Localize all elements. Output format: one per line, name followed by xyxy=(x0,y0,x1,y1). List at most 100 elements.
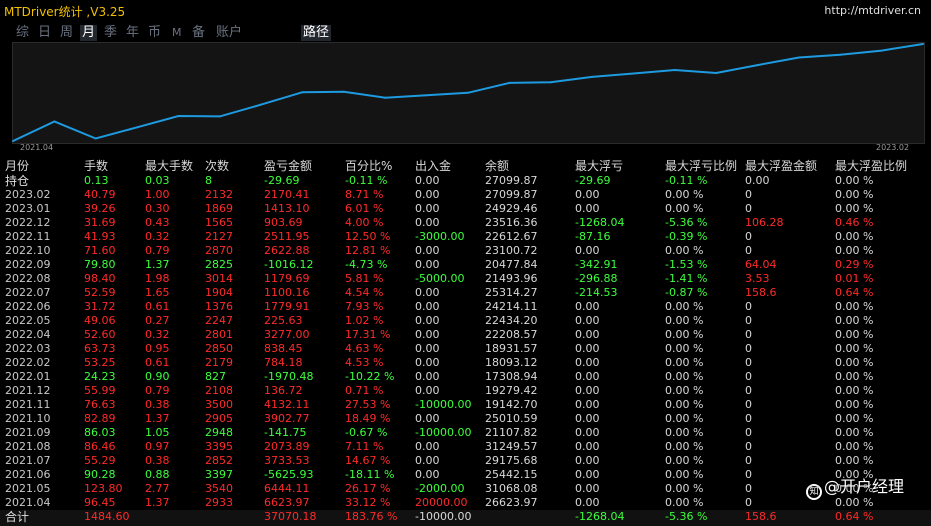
col-header-month[interactable]: 月份 xyxy=(5,159,30,173)
table-row[interactable]: 2022.12 31.69 0.43 1565 903.69 4.00 % 0.00 2351… xyxy=(0,216,931,230)
row-pl: 6623.97 xyxy=(264,496,310,509)
table-row[interactable]: 2021.12 55.99 0.79 2108 136.72 0.71 % 0.00 1927… xyxy=(0,384,931,398)
table-row[interactable]: 2021.04 96.45 1.37 2933 6623.97 33.12 % 20000.… xyxy=(0,496,931,510)
site-link[interactable]: http://mtdriver.cn xyxy=(824,4,921,17)
tab-account[interactable]: 账户 xyxy=(216,25,243,40)
equity-point-2021.05 xyxy=(53,120,56,123)
row-pct: 7.11 % xyxy=(345,440,384,453)
row-max-fp-pct: 0.00 % xyxy=(835,342,874,355)
row-month: 2022.12 xyxy=(5,216,51,229)
row-month: 2022.11 xyxy=(5,230,51,243)
col-header-pl[interactable]: 盈亏金额 xyxy=(264,159,313,173)
tab-week[interactable]: 周 xyxy=(60,25,74,40)
row-count: 2132 xyxy=(205,188,233,201)
table-row[interactable]: 2021.11 76.63 0.38 3500 4132.11 27.53 % -10000… xyxy=(0,398,931,412)
table-row[interactable]: 2022.09 79.80 1.37 2825 -1016.12 -4.73 % 0.00 2… xyxy=(0,258,931,272)
row-count: 3500 xyxy=(205,398,233,411)
table-row[interactable]: 2022.01 24.23 0.90 827 -1970.48 -10.22 % 0.00 1… xyxy=(0,370,931,384)
row-max-dd: -1268.04 xyxy=(575,216,625,229)
col-header-max-dd[interactable]: 最大浮亏 xyxy=(575,159,624,173)
row-max-dd-pct: 0.00 % xyxy=(665,202,704,215)
equity-point-2023.01 xyxy=(880,49,883,52)
table-row[interactable]: 2021.07 55.29 0.38 2852 3733.53 14.67 % 0.00 29… xyxy=(0,454,931,468)
col-header-max-fp[interactable]: 最大浮盈金额 xyxy=(745,159,818,173)
row-max-dd-pct: 0.00 % xyxy=(665,482,704,495)
col-header-max-dd-pct[interactable]: 最大浮亏比例 xyxy=(665,159,738,173)
equity-point-2021.08 xyxy=(177,115,180,117)
tab-month[interactable]: 月 xyxy=(80,25,98,41)
table-header: 月份 手数 最大手数 次数 盈亏金额 百分比% 出入金 余额 最大浮亏 最大浮亏… xyxy=(0,158,931,173)
row-lots: 55.29 xyxy=(84,454,116,467)
table-row[interactable]: 2022.03 63.73 0.95 2850 838.45 4.63 % 0.00 1893… xyxy=(0,342,931,356)
table-row[interactable]: 2021.08 86.46 0.97 3395 2073.89 7.11 % 0.00 312… xyxy=(0,440,931,454)
row-flow: 0.00 xyxy=(415,342,440,355)
row-max-fp-pct: 0.00 % xyxy=(835,328,874,341)
table-row[interactable]: 2022.05 49.06 0.27 2247 225.63 1.02 % 0.00 2243… xyxy=(0,314,931,328)
tab-m[interactable]: M xyxy=(172,26,182,39)
row-month: 2022.07 xyxy=(5,286,51,299)
row-lots: 31.72 xyxy=(84,300,116,313)
tab-currency[interactable]: 币 xyxy=(148,25,162,40)
row-max-lots: 1.37 xyxy=(145,258,170,271)
row-max-fp: 0 xyxy=(745,202,752,215)
row-month: 2022.05 xyxy=(5,314,51,327)
row-max-lots: 0.38 xyxy=(145,454,170,467)
table-row[interactable]: 2021.09 86.03 1.05 2948 -141.75 -0.67 % -10000… xyxy=(0,426,931,440)
row-flow: -2000.00 xyxy=(415,482,465,495)
row-max-fp-pct: 0.29 % xyxy=(835,258,874,271)
row-max-fp: 0 xyxy=(745,230,752,243)
table-row[interactable]: 2022.07 52.59 1.65 1904 1100.16 4.54 % 0.00 253… xyxy=(0,286,931,300)
row-max-fp: 64.04 xyxy=(745,258,777,271)
row-max-dd: -214.53 xyxy=(575,286,618,299)
table-row[interactable]: 2022.06 31.72 0.61 1376 1779.91 7.93 % 0.00 242… xyxy=(0,300,931,314)
row-pl: 2622.88 xyxy=(264,244,310,257)
row-pct: -4.73 % xyxy=(345,258,388,271)
col-header-lots[interactable]: 手数 xyxy=(84,159,109,173)
col-header-count[interactable]: 次数 xyxy=(205,159,230,173)
row-max-fp-pct: 0.46 % xyxy=(835,216,874,229)
path-button[interactable]: 路径 xyxy=(301,25,332,41)
table-row[interactable]: 2022.02 53.25 0.61 2179 784.18 4.53 % 0.00 1809… xyxy=(0,356,931,370)
row-month: 2021.12 xyxy=(5,384,51,397)
table-row[interactable]: 2022.04 52.60 0.32 2801 3277.00 17.31 % 0.00 22… xyxy=(0,328,931,342)
x-axis-end-label: 2023.02 xyxy=(876,143,910,152)
col-header-balance[interactable]: 余额 xyxy=(485,159,510,173)
row-lots: 40.79 xyxy=(84,188,116,201)
row-pl: 2073.89 xyxy=(264,440,310,453)
tab-year[interactable]: 年 xyxy=(126,25,140,40)
table-row[interactable]: 2021.10 82.89 1.37 2905 3902.77 18.49 % 0.00 25… xyxy=(0,412,931,426)
table-row[interactable]: 2022.10 71.60 0.79 2870 2622.88 12.81 % 0.00 23… xyxy=(0,244,931,258)
row-max-dd: -87.16 xyxy=(575,230,611,243)
row-lots: 41.93 xyxy=(84,230,116,243)
equity-point-2022.11 xyxy=(797,56,800,59)
table-row[interactable]: 2023.02 40.79 1.00 2132 2170.41 8.71 % 0.00 270… xyxy=(0,188,931,202)
col-header-pct[interactable]: 百分比% xyxy=(345,159,393,173)
row-balance: 18931.57 xyxy=(485,342,538,355)
row-max-fp: 0 xyxy=(745,244,752,257)
row-max-dd: 0.00 xyxy=(575,244,600,257)
col-header-max-fp-pct[interactable]: 最大浮盈比例 xyxy=(835,159,908,173)
row-lots: 53.25 xyxy=(84,356,116,369)
tab-quarter[interactable]: 季 xyxy=(104,25,118,40)
table-row[interactable]: 2023.01 39.26 0.30 1869 1413.10 6.01 % 0.00 249… xyxy=(0,202,931,216)
holding-flow: 0.00 xyxy=(415,174,440,187)
row-max-dd: 0.00 xyxy=(575,412,600,425)
row-balance: 27099.87 xyxy=(485,188,538,201)
tab-backup[interactable]: 备 xyxy=(192,25,206,40)
tab-day[interactable]: 日 xyxy=(38,25,52,40)
col-header-flow[interactable]: 出入金 xyxy=(415,159,452,173)
col-header-max-lots[interactable]: 最大手数 xyxy=(145,159,194,173)
row-pl: 136.72 xyxy=(264,384,303,397)
table-row[interactable]: 2022.11 41.93 0.32 2127 2511.95 12.50 % -3000.… xyxy=(0,230,931,244)
row-lots: 71.60 xyxy=(84,244,116,257)
tab-summary[interactable]: 综 xyxy=(16,25,30,40)
row-lots: 49.06 xyxy=(84,314,116,327)
row-lots: 39.26 xyxy=(84,202,116,215)
table-row[interactable]: 2021.06 90.28 0.88 3397 -5625.93 -18.11 % 0.00… xyxy=(0,468,931,482)
row-balance: 25442.15 xyxy=(485,468,538,481)
row-count: 2850 xyxy=(205,342,233,355)
row-pct: 4.63 % xyxy=(345,342,384,355)
table-row[interactable]: 2022.08 98.40 1.98 3014 1179.69 5.81 % -5000.0… xyxy=(0,272,931,286)
table-row[interactable]: 2021.05 123.80 2.77 3540 6444.11 26.17 % -2000… xyxy=(0,482,931,496)
row-month: 2022.02 xyxy=(5,356,51,369)
